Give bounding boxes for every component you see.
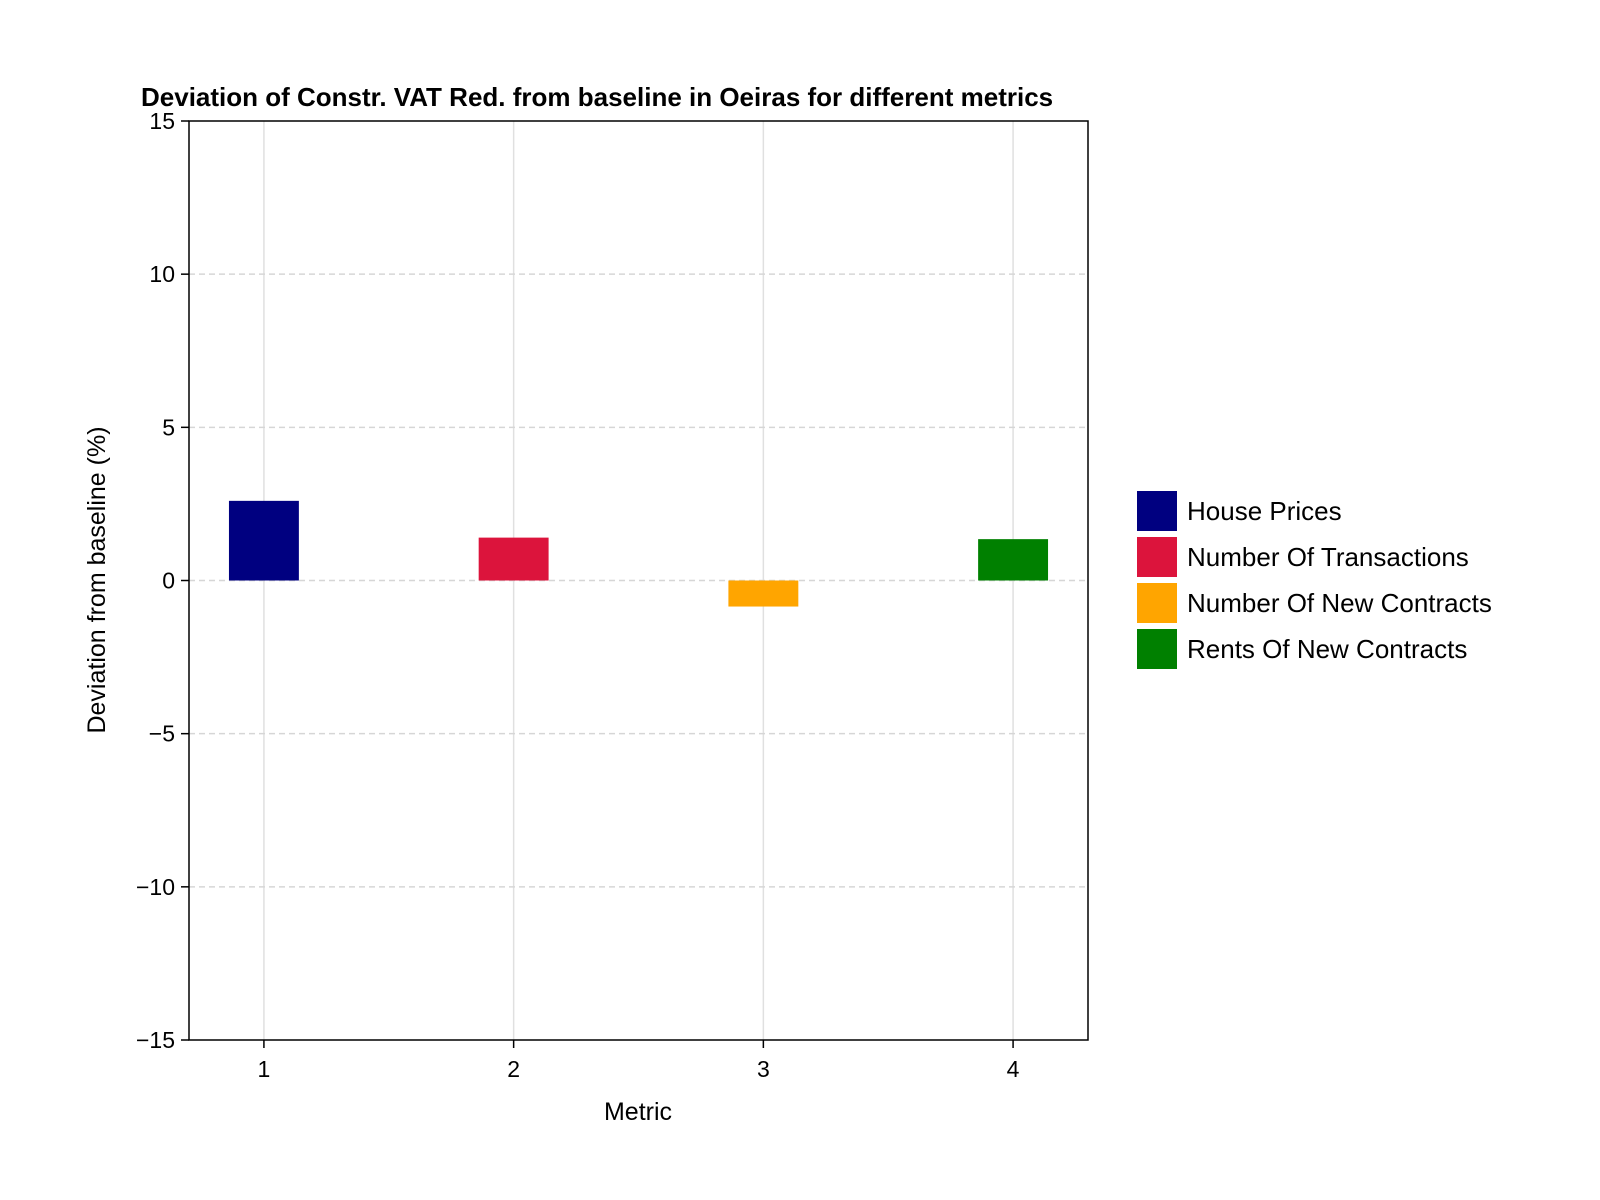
chart-title: Deviation of Constr. VAT Red. from basel… [141, 82, 1053, 112]
x-tick-label: 1 [258, 1056, 271, 1082]
y-tick-label: −10 [136, 874, 175, 900]
y-tick-label: 0 [162, 568, 175, 594]
y-tick-label: −5 [149, 721, 175, 747]
legend-swatch [1137, 629, 1177, 669]
bar [478, 537, 549, 581]
x-tick-label: 2 [507, 1056, 520, 1082]
legend-label: Number Of New Contracts [1187, 588, 1492, 618]
bar [728, 580, 799, 607]
y-tick-label: 10 [149, 261, 175, 287]
y-tick-label: 5 [162, 414, 175, 440]
ticks-layer: −15 −10 −5 0 5 10 15 1 2 3 4 [136, 108, 1020, 1082]
legend-swatch [1137, 537, 1177, 577]
bar [228, 500, 299, 581]
bars-layer [228, 500, 1049, 607]
legend-swatch [1137, 583, 1177, 623]
legend-label: Number Of Transactions [1187, 542, 1469, 572]
x-tick-label: 4 [1007, 1056, 1020, 1082]
x-axis-label: Metric [604, 1098, 672, 1126]
x-tick-label: 3 [757, 1056, 770, 1082]
legend-label: Rents Of New Contracts [1187, 634, 1467, 664]
y-tick-label: −15 [136, 1027, 175, 1053]
legend-label: House Prices [1187, 496, 1342, 526]
legend: House Prices Number Of Transactions Number… [1137, 491, 1492, 669]
legend-swatch [1137, 491, 1177, 531]
y-axis-label: Deviation from baseline (%) [83, 426, 111, 733]
y-tick-label: 15 [149, 108, 175, 134]
bar [978, 539, 1049, 581]
